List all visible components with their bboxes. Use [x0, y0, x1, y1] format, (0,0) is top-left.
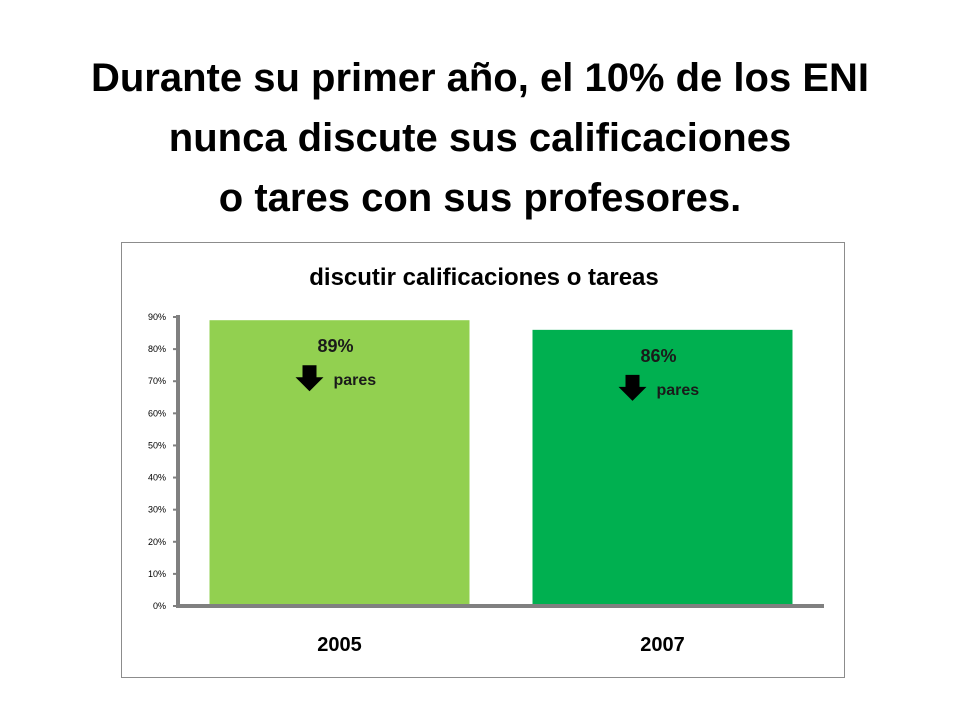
y-tick-label: 40%	[148, 473, 166, 483]
y-tick-label: 30%	[148, 505, 166, 515]
y-tick-label: 90%	[148, 312, 166, 322]
slide-title-line: Durante su primer año, el 10% de los ENI	[90, 56, 869, 100]
bar-2007	[532, 329, 793, 604]
chart-frame: discutir calificaciones o tareas 0% 10% 20…	[121, 242, 845, 678]
x-category-label: 2005	[317, 634, 362, 656]
bar-2005	[209, 320, 470, 604]
y-tick-label: 70%	[148, 376, 166, 386]
slide-title: Durante su primer año, el 10% de los ENI…	[20, 48, 940, 228]
plot-area: 0% 10% 20% 30% 40% 50% 60% 70% 80% 90% 89% pares 200…	[148, 312, 824, 656]
bar-annotation: pares	[334, 372, 377, 389]
y-tick-label: 10%	[148, 569, 166, 579]
bar-value-label: 89%	[318, 336, 354, 356]
bar-value-label: 86%	[641, 346, 677, 366]
slide-title-line: o tares con sus profesores.	[218, 176, 742, 220]
down-arrow-icon	[295, 365, 324, 392]
y-tick-label: 60%	[148, 408, 166, 418]
x-category-label: 2007	[640, 634, 685, 656]
y-tick-label: 20%	[148, 537, 166, 547]
bar-chart: discutir calificaciones o tareas 0% 10% 20…	[148, 264, 824, 656]
y-tick-label: 80%	[148, 344, 166, 354]
slide-title-line: nunca discute sus calificaciones	[168, 116, 792, 160]
y-tick-label: 0%	[153, 601, 166, 611]
chart-title: discutir calificaciones o tareas	[309, 264, 659, 291]
down-arrow-icon	[618, 374, 647, 401]
y-tick-label: 50%	[148, 440, 166, 450]
bar-annotation: pares	[657, 382, 700, 399]
